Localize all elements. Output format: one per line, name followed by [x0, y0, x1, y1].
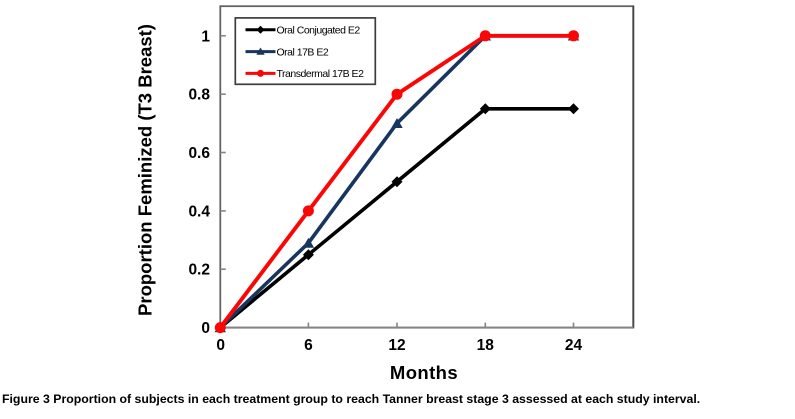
svg-text:0.8: 0.8: [188, 87, 210, 104]
svg-text:12: 12: [388, 337, 405, 354]
svg-text:Transdermal 17B E2: Transdermal 17B E2: [277, 68, 365, 80]
svg-text:Figure 3 Proportion of subject: Figure 3 Proportion of subjects in each …: [2, 392, 700, 406]
svg-text:Oral Conjugated E2: Oral Conjugated E2: [277, 25, 361, 37]
svg-text:0.6: 0.6: [188, 145, 210, 162]
svg-text:Oral 17B E2: Oral 17B E2: [277, 46, 329, 58]
svg-text:18: 18: [477, 337, 495, 354]
svg-text:0: 0: [201, 320, 210, 337]
svg-text:24: 24: [565, 337, 583, 354]
svg-text:Proportion Feminized (T3 Breas: Proportion Feminized (T3 Breast): [135, 24, 156, 316]
svg-text:1: 1: [201, 28, 210, 45]
svg-text:0: 0: [216, 337, 225, 354]
svg-text:0.2: 0.2: [188, 262, 210, 279]
svg-text:0.4: 0.4: [188, 203, 210, 220]
svg-text:6: 6: [304, 337, 313, 354]
svg-text:Months: Months: [390, 362, 458, 383]
